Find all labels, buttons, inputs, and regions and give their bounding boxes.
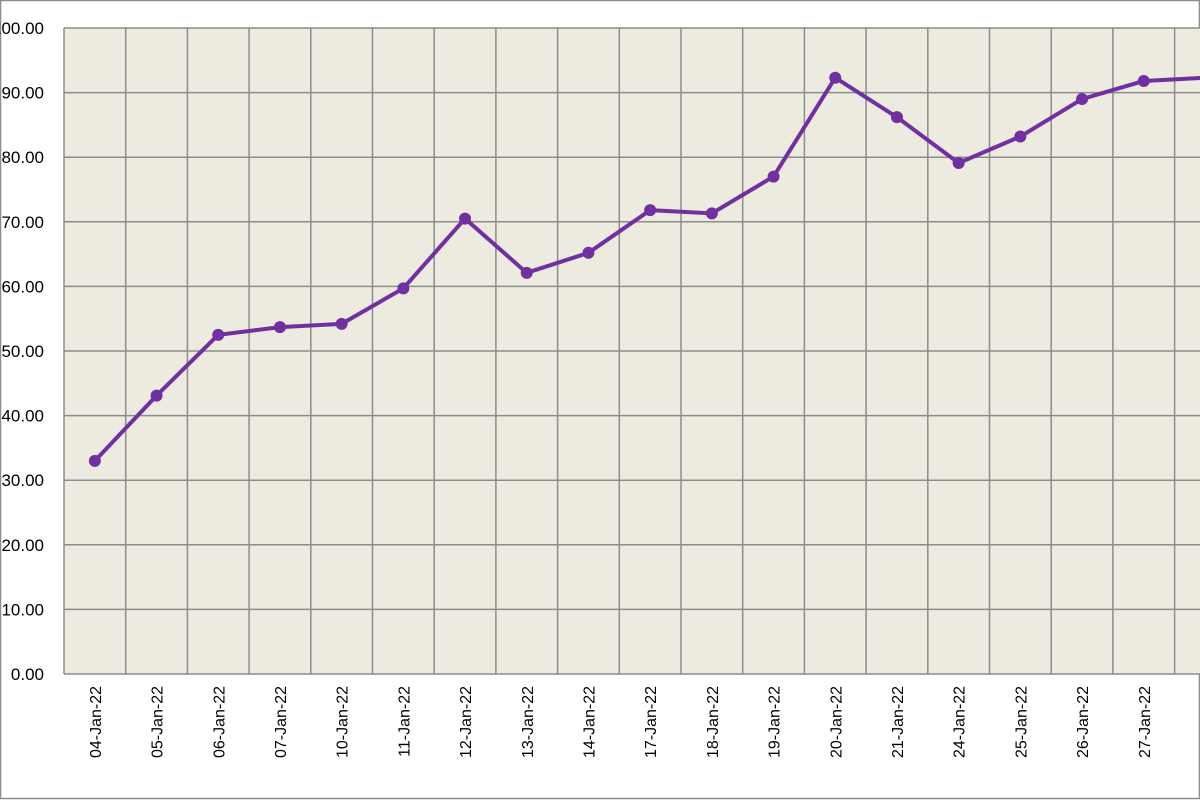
y-tick-label: 80.00 bbox=[1, 148, 44, 167]
y-tick-label: 40.00 bbox=[1, 407, 44, 426]
data-point bbox=[1076, 93, 1089, 106]
x-tick-label: 12-Jan-22 bbox=[458, 686, 475, 758]
series-layer bbox=[88, 71, 1200, 467]
data-point bbox=[459, 212, 472, 225]
x-tick-label: 17-Jan-22 bbox=[643, 686, 660, 758]
x-tick-label: 07-Jan-22 bbox=[273, 686, 290, 758]
data-point bbox=[705, 207, 718, 220]
data-point bbox=[829, 71, 842, 84]
x-tick-label: 20-Jan-22 bbox=[828, 686, 845, 758]
y-tick-label: 60.00 bbox=[1, 277, 44, 296]
x-tick-label: 28-Jan-22 bbox=[1198, 686, 1200, 758]
x-tick-label: 26-Jan-22 bbox=[1075, 686, 1092, 758]
x-tick-label: 06-Jan-22 bbox=[211, 686, 228, 758]
x-tick-label: 13-Jan-22 bbox=[520, 686, 537, 758]
y-tick-label: 0.00 bbox=[11, 665, 44, 684]
x-tick-label: 11-Jan-22 bbox=[396, 686, 413, 757]
data-point bbox=[582, 246, 595, 259]
data-point bbox=[273, 321, 286, 334]
data-point bbox=[150, 389, 163, 402]
data-point bbox=[397, 282, 410, 295]
data-point bbox=[1014, 130, 1027, 143]
y-tick-label: 50.00 bbox=[1, 342, 44, 361]
y-tick-label: 30.00 bbox=[1, 471, 44, 490]
data-point bbox=[890, 111, 903, 124]
x-tick-label: 21-Jan-22 bbox=[890, 686, 907, 758]
data-point bbox=[767, 170, 780, 183]
y-tick-label: 100.00 bbox=[0, 19, 44, 38]
x-tick-label: 24-Jan-22 bbox=[952, 686, 969, 758]
grid-lines bbox=[63, 27, 1200, 675]
x-tick-label: 14-Jan-22 bbox=[581, 686, 598, 758]
x-tick-label: 27-Jan-22 bbox=[1137, 686, 1154, 758]
y-tick-label: 20.00 bbox=[1, 536, 44, 555]
x-tick-label: 18-Jan-22 bbox=[705, 686, 722, 758]
data-point bbox=[212, 328, 225, 341]
data-point bbox=[88, 454, 101, 467]
x-tick-label: 04-Jan-22 bbox=[88, 686, 105, 758]
x-tick-label: 19-Jan-22 bbox=[767, 686, 784, 758]
x-axis-tick-labels: 04-Jan-22 05-Jan-22 06-Jan-22 07-Jan-22 10-J… bbox=[88, 686, 1200, 758]
y-tick-label: 10.00 bbox=[1, 600, 44, 619]
x-tick-label: 05-Jan-22 bbox=[150, 686, 167, 758]
data-point bbox=[335, 317, 348, 330]
data-point bbox=[1137, 74, 1150, 87]
x-tick-label: 10-Jan-22 bbox=[335, 686, 352, 758]
data-point bbox=[520, 266, 533, 279]
y-axis-tick-labels: 0.00 10.00 20.00 30.00 40.00 50.00 60.00 70.00 8… bbox=[0, 19, 44, 684]
x-tick-label: 25-Jan-22 bbox=[1013, 686, 1030, 758]
data-point bbox=[644, 204, 657, 217]
y-tick-label: 90.00 bbox=[1, 84, 44, 103]
y-tick-label: 70.00 bbox=[1, 213, 44, 232]
data-point bbox=[952, 157, 965, 170]
